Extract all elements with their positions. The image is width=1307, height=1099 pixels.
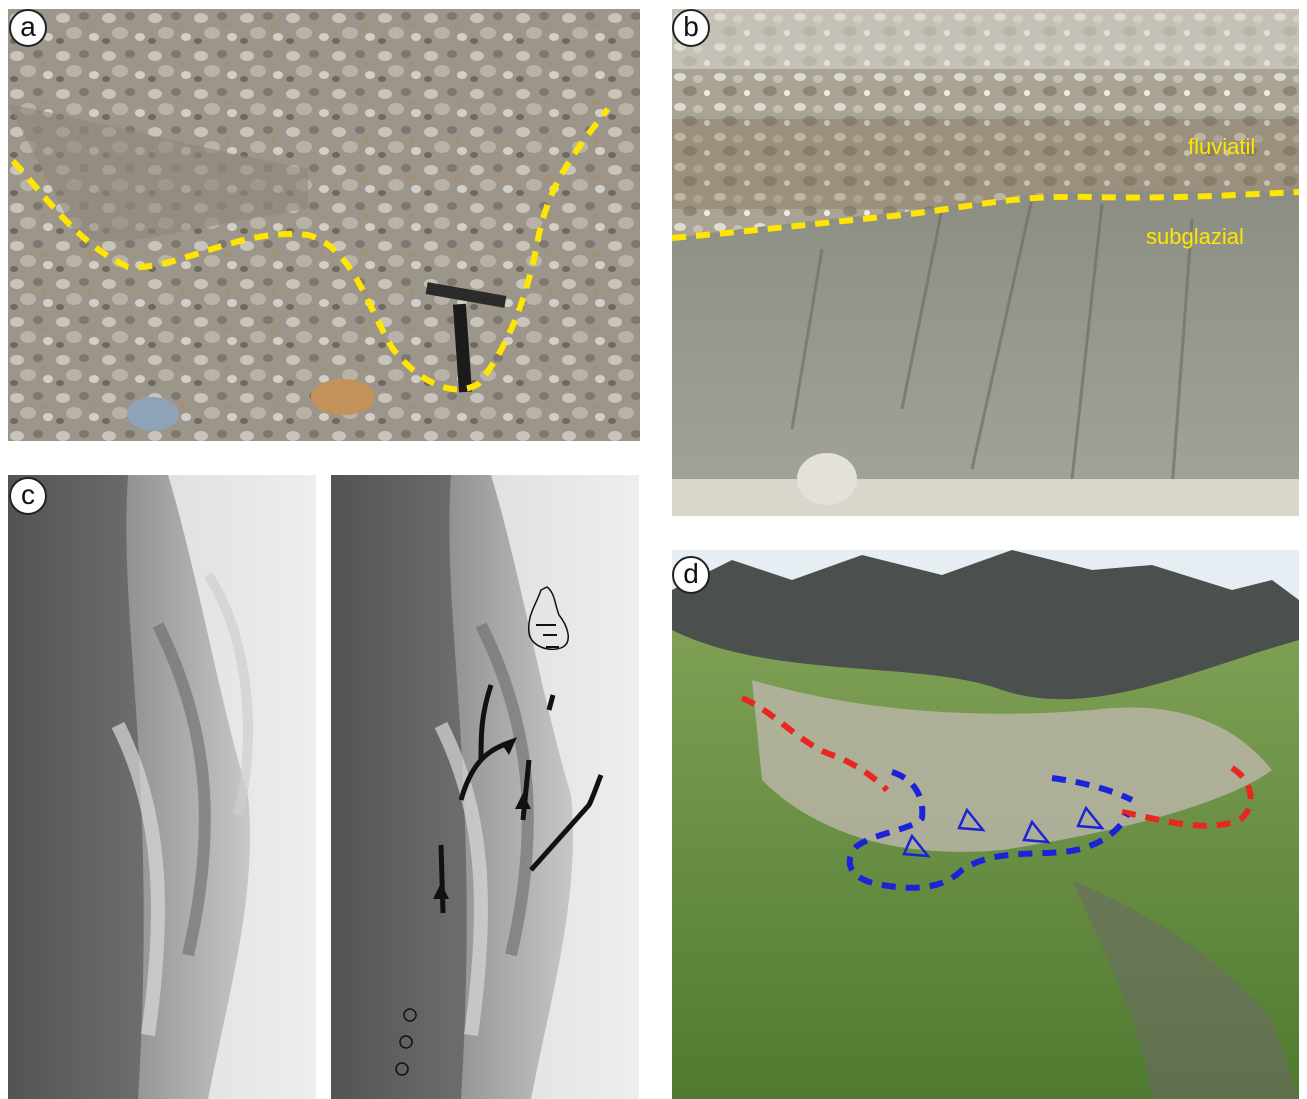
panel-a-photo: [8, 9, 640, 441]
triangle-markers: [902, 805, 1105, 858]
flow-arrows: [438, 684, 604, 914]
panel-label-c: c: [9, 477, 47, 515]
panel-d-photo: [672, 550, 1299, 1099]
panel-c-hillshade-left: [8, 475, 316, 1099]
panel-label-a: a: [9, 9, 47, 47]
rock-glacier-outline: [527, 586, 569, 651]
panel-b-photo: [672, 9, 1299, 516]
boundary-line-blue: [846, 769, 1130, 891]
boundary-line-blue: [1051, 775, 1134, 803]
boundary-line-yellow: [672, 189, 1299, 241]
panel-label-b: b: [672, 9, 710, 47]
boundary-line-yellow: [10, 107, 611, 393]
hammer-image: [425, 282, 507, 393]
panel-label-d: d: [672, 556, 710, 594]
boundary-line-red: [740, 695, 890, 793]
panel-c-hillshade-right: [331, 475, 639, 1099]
boundary-line-red: [1121, 765, 1254, 829]
label-fluviatil: fluviatil: [1188, 134, 1256, 159]
label-subglazial: subglazial: [1146, 224, 1244, 249]
circle-markers: [395, 1008, 417, 1076]
